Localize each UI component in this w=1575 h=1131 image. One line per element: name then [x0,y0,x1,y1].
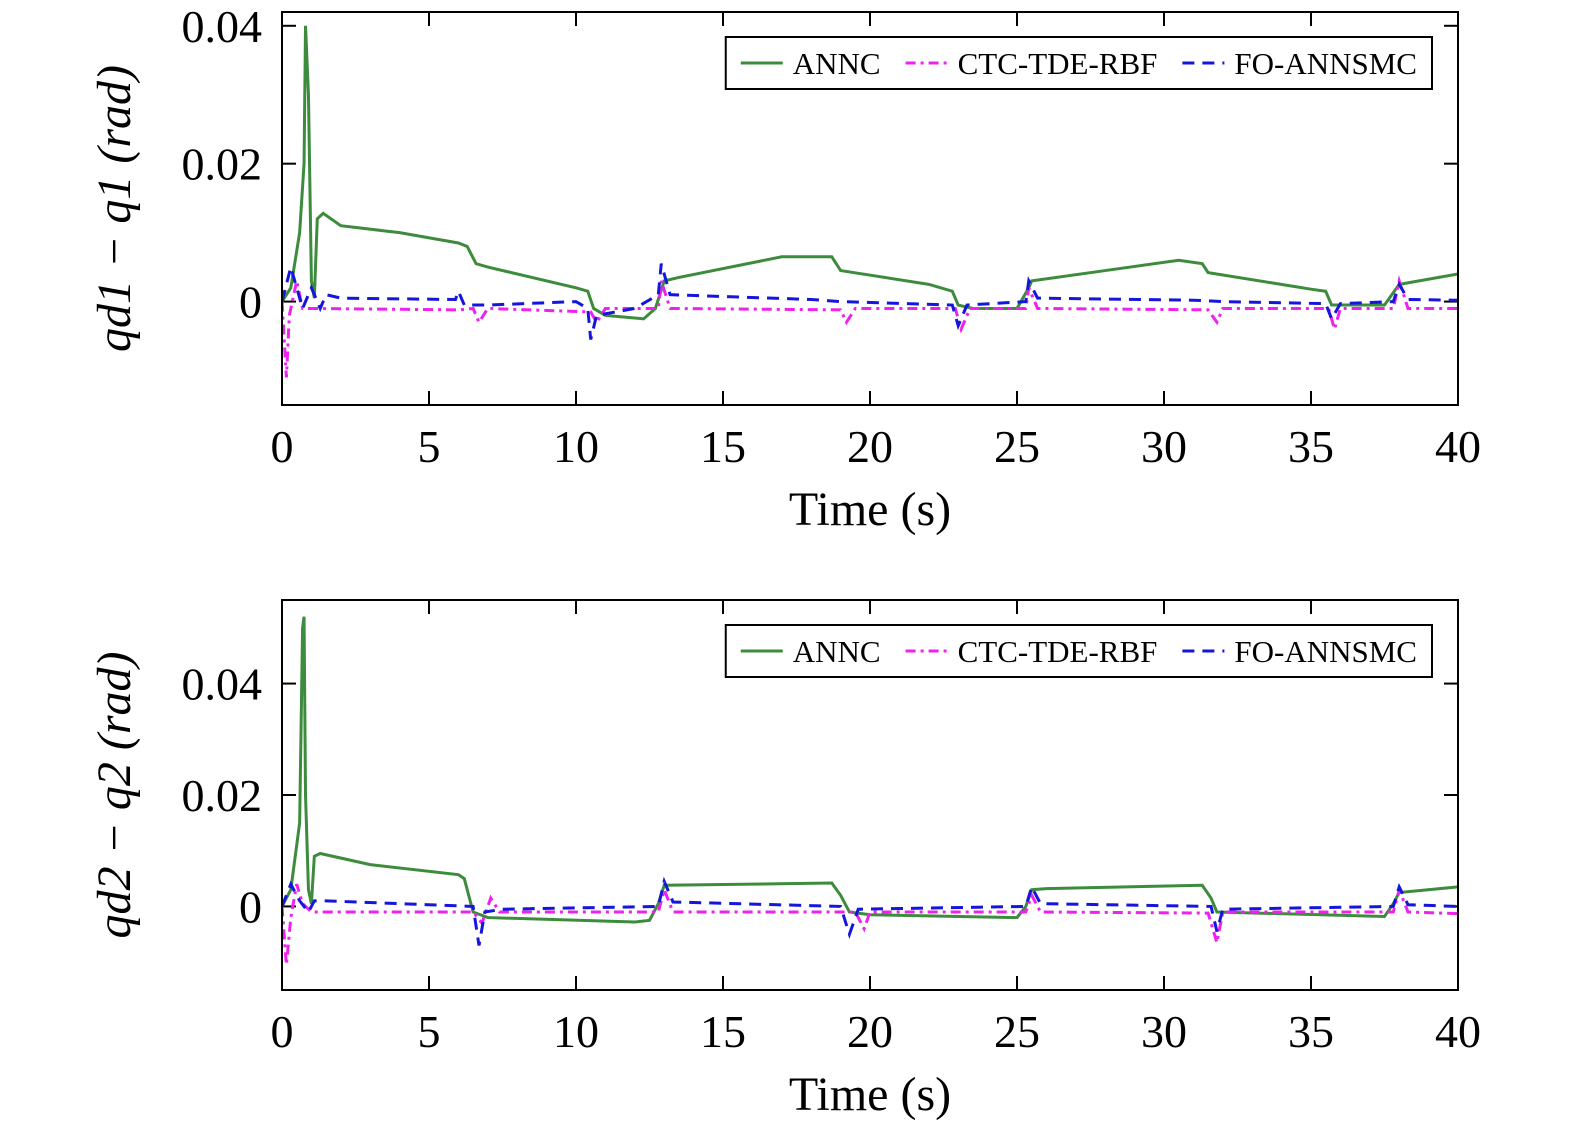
y-axis-label: qd2 − q2 (rad) [88,651,141,938]
x-tick-label: 10 [553,421,599,472]
x-tick-label: 15 [700,421,746,472]
x-tick-label: 5 [418,421,441,472]
legend: ANNC CTC-TDE-RBF FO-ANNSMC [724,624,1433,678]
x-tick-label: 25 [994,421,1040,472]
x-tick-label: 30 [1141,421,1187,472]
x-tick-label: 10 [553,1006,599,1057]
y-tick-label: 0.04 [182,1,263,52]
legend-label: ANNC [793,46,881,81]
legend-label: FO-ANNSMC [1234,46,1417,81]
x-tick-label: 40 [1435,421,1481,472]
x-tick-label: 0 [271,1006,294,1057]
series-line [282,275,1458,378]
x-tick-label: 30 [1141,1006,1187,1057]
series-line [282,261,1458,340]
x-tick-label: 15 [700,1006,746,1057]
x-tick-label: 40 [1435,1006,1481,1057]
x-tick-label: 0 [271,421,294,472]
x-tick-label: 5 [418,1006,441,1057]
axes-frame [281,599,1459,991]
x-tick-label: 35 [1288,1006,1334,1057]
y-tick-label: 0.04 [182,659,263,710]
y-tick-label: 0.02 [182,770,263,821]
x-axis-label: Time (s) [789,483,951,536]
legend-frame [724,624,1433,678]
x-tick-label: 20 [847,421,893,472]
y-axis-label: qd1 − q1 (rad) [88,65,141,352]
y-tick-label: 0 [239,277,262,328]
legend-label: CTC-TDE-RBF [958,634,1158,669]
y-tick-label: 0.02 [182,139,263,190]
legend-label: FO-ANNSMC [1234,634,1417,669]
legend-label: ANNC [793,634,881,669]
axes-frame [281,11,1459,406]
legend-frame [724,36,1433,90]
y-tick-label: 0 [239,881,262,932]
x-tick-label: 35 [1288,421,1334,472]
legend-label: CTC-TDE-RBF [958,46,1158,81]
series-line [282,876,1458,946]
legend: ANNC CTC-TDE-RBF FO-ANNSMC [724,36,1433,90]
series-line [282,883,1458,966]
x-tick-label: 25 [994,1006,1040,1057]
subplot: 0 5 10 15 20 25 30 35 40 0 0.02 0.04 Time (s) qd1 − q… [88,1,1481,536]
subplot: 0 5 10 15 20 25 30 35 40 0 0.02 0.04 Time (s) qd2 − q… [88,599,1481,1121]
x-tick-label: 20 [847,1006,893,1057]
x-axis-label: Time (s) [789,1068,951,1121]
